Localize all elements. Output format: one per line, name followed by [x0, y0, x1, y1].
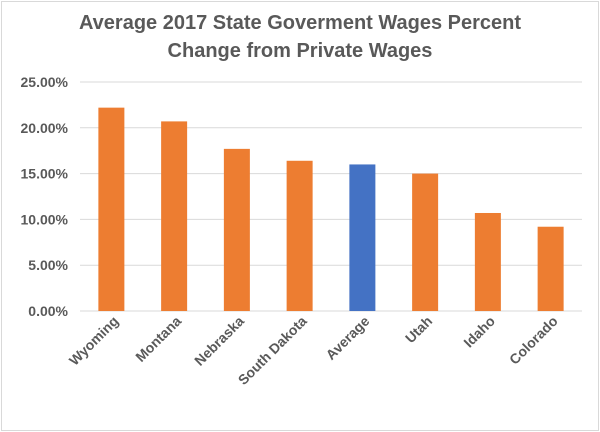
y-tick-label: 25.00% — [21, 74, 69, 90]
x-tick-label: Nebraska — [191, 313, 247, 369]
bar-average — [349, 164, 376, 311]
x-tick-label: Montana — [132, 313, 184, 365]
bar-idaho — [474, 212, 501, 311]
x-tick-label: Idaho — [460, 313, 498, 351]
x-tick-label: Utah — [402, 313, 435, 346]
x-tick-label: Wyoming — [66, 313, 122, 369]
y-tick-label: 10.00% — [21, 211, 69, 227]
y-tick-label: 0.00% — [28, 303, 68, 319]
bar-nebraska — [223, 148, 250, 311]
bar-montana — [161, 121, 188, 311]
chart-title-line-1: Average 2017 State Goverment Wages Perce… — [78, 12, 522, 34]
x-tick-label: Average — [322, 313, 372, 363]
bar-colorado — [537, 226, 564, 311]
bar-wyoming — [98, 107, 125, 311]
chart-title-line-2: Change from Private Wages — [167, 40, 433, 62]
bar-south-dakota — [286, 160, 313, 311]
x-tick-label: Colorado — [506, 313, 561, 368]
y-tick-label: 15.00% — [21, 166, 69, 182]
y-tick-label: 5.00% — [28, 257, 68, 273]
y-tick-label: 20.00% — [21, 120, 69, 136]
bar-utah — [412, 173, 439, 311]
